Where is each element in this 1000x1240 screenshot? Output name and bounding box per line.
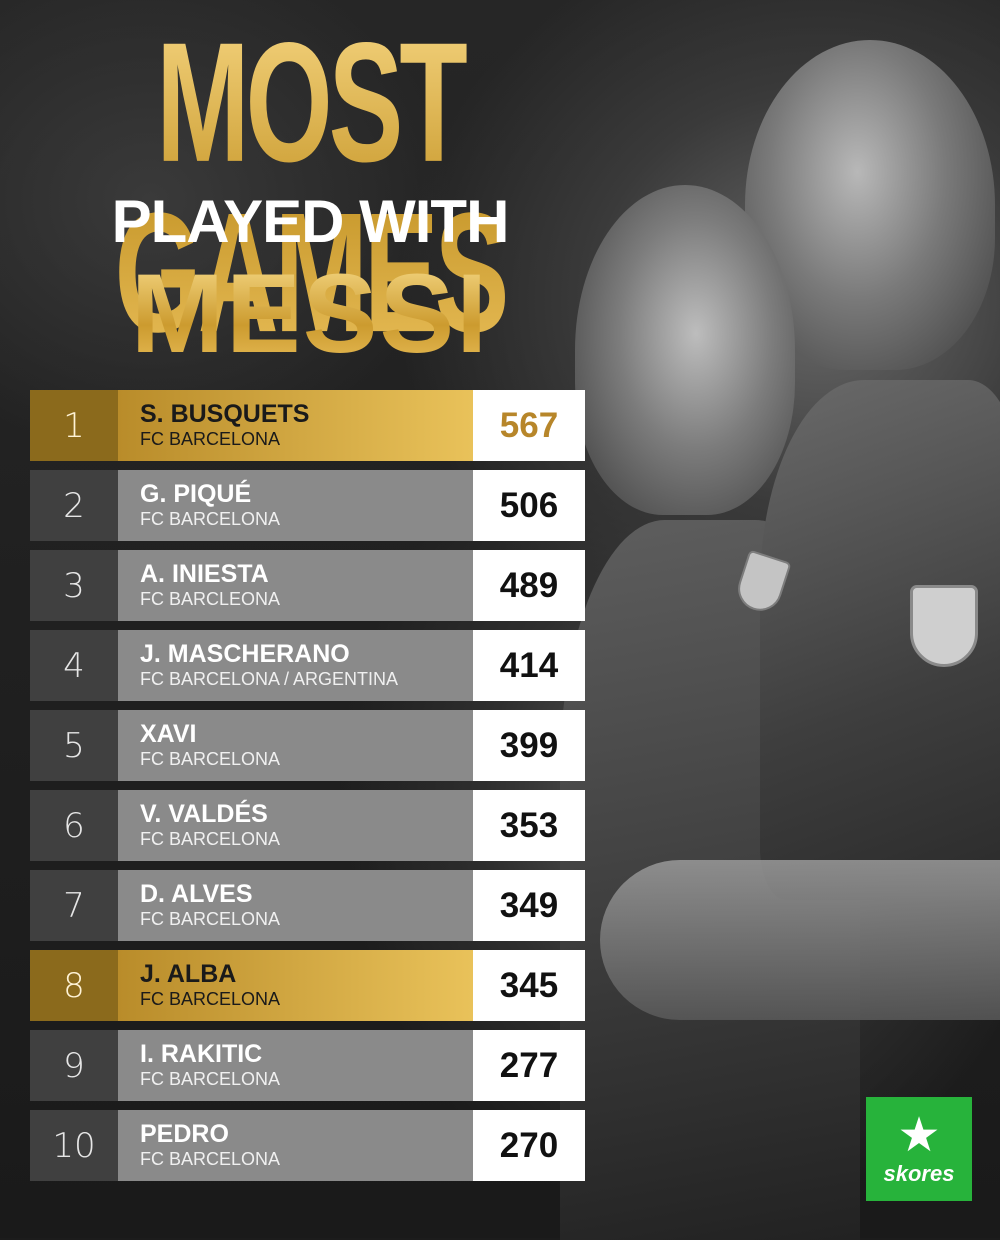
player-club: FC BARCLEONA [140, 588, 281, 609]
ranking-row: 7 D. ALVES FC BARCELONA 349 [30, 870, 585, 941]
player-info: S. BUSQUETS FC BARCELONA [118, 390, 473, 461]
player-name: S. BUSQUETS [140, 399, 310, 428]
games-count: 567 [473, 390, 585, 461]
rank-number: 8 [30, 950, 118, 1021]
games-count: 349 [473, 870, 585, 941]
rank-number: 3 [30, 550, 118, 621]
player-name: V. VALDÉS [140, 799, 268, 828]
games-count: 277 [473, 1030, 585, 1101]
ranking-list: 1 S. BUSQUETS FC BARCELONA 567 2 G. PIQU… [30, 390, 585, 1190]
player-club: FC BARCELONA [140, 748, 281, 769]
player-club: FC BARCELONA [140, 508, 281, 529]
club-crest-icon [910, 585, 978, 667]
player-club: FC BARCELONA [140, 1148, 281, 1169]
rank-number: 6 [30, 790, 118, 861]
player-name: XAVI [140, 719, 197, 748]
rank-number: 9 [30, 1030, 118, 1101]
logo-text: skores [883, 1161, 955, 1186]
ranking-row: 9 I. RAKITIC FC BARCELONA 277 [30, 1030, 585, 1101]
title-line-most-games: MOST GAMES [30, 17, 590, 358]
player-club: FC BARCELONA [140, 1068, 281, 1089]
rank-number: 5 [30, 710, 118, 781]
player-info: A. INIESTA FC BARCLEONA [118, 550, 473, 621]
games-count: 414 [473, 630, 585, 701]
games-count: 353 [473, 790, 585, 861]
ranking-row: 10 PEDRO FC BARCELONA 270 [30, 1110, 585, 1181]
rank-number: 1 [30, 390, 118, 461]
player-info: J. MASCHERANO FC BARCELONA / ARGENTINA [118, 630, 473, 701]
player-club: FC BARCELONA [140, 988, 281, 1009]
player-name: G. PIQUÉ [140, 479, 252, 508]
games-count: 506 [473, 470, 585, 541]
player-info: XAVI FC BARCELONA [118, 710, 473, 781]
ranking-row: 6 V. VALDÉS FC BARCELONA 353 [30, 790, 585, 861]
arm-image [600, 860, 1000, 1020]
player-name: I. RAKITIC [140, 1039, 263, 1068]
rank-number: 2 [30, 470, 118, 541]
player-name: J. ALBA [140, 959, 237, 988]
games-count: 489 [473, 550, 585, 621]
player-info: V. VALDÉS FC BARCELONA [118, 790, 473, 861]
player-name: J. MASCHERANO [140, 639, 350, 668]
player-name: D. ALVES [140, 879, 253, 908]
rank-number: 4 [30, 630, 118, 701]
ranking-row: 2 G. PIQUÉ FC BARCELONA 506 [30, 470, 585, 541]
skores-logo: ★ skores [866, 1097, 972, 1201]
star-icon: ★ [897, 1107, 941, 1163]
player-club: FC BARCELONA / ARGENTINA [140, 668, 399, 689]
player-info: I. RAKITIC FC BARCELONA [118, 1030, 473, 1101]
ranking-row: 5 XAVI FC BARCELONA 399 [30, 710, 585, 781]
player-name: PEDRO [140, 1119, 229, 1148]
rank-number: 10 [30, 1110, 118, 1181]
ranking-row: 8 J. ALBA FC BARCELONA 345 [30, 950, 585, 1021]
games-count: 399 [473, 710, 585, 781]
player-club: FC BARCELONA [140, 908, 281, 929]
player-info: D. ALVES FC BARCELONA [118, 870, 473, 941]
games-count: 345 [473, 950, 585, 1021]
ranking-row: 3 A. INIESTA FC BARCLEONA 489 [30, 550, 585, 621]
ranking-row: 4 J. MASCHERANO FC BARCELONA / ARGENTINA… [30, 630, 585, 701]
player-info: PEDRO FC BARCELONA [118, 1110, 473, 1181]
player-name: A. INIESTA [140, 559, 269, 588]
player-club: FC BARCELONA [140, 828, 281, 849]
player-club: FC BARCELONA [140, 428, 281, 449]
title-line-messi: MESSI [30, 258, 590, 370]
player-info: G. PIQUÉ FC BARCELONA [118, 470, 473, 541]
games-count: 270 [473, 1110, 585, 1181]
title-line-played-with: PLAYED WITH [111, 188, 510, 255]
ranking-row: 1 S. BUSQUETS FC BARCELONA 567 [30, 390, 585, 461]
messi-photo [575, 185, 795, 515]
rank-number: 7 [30, 870, 118, 941]
player-info: J. ALBA FC BARCELONA [118, 950, 473, 1021]
